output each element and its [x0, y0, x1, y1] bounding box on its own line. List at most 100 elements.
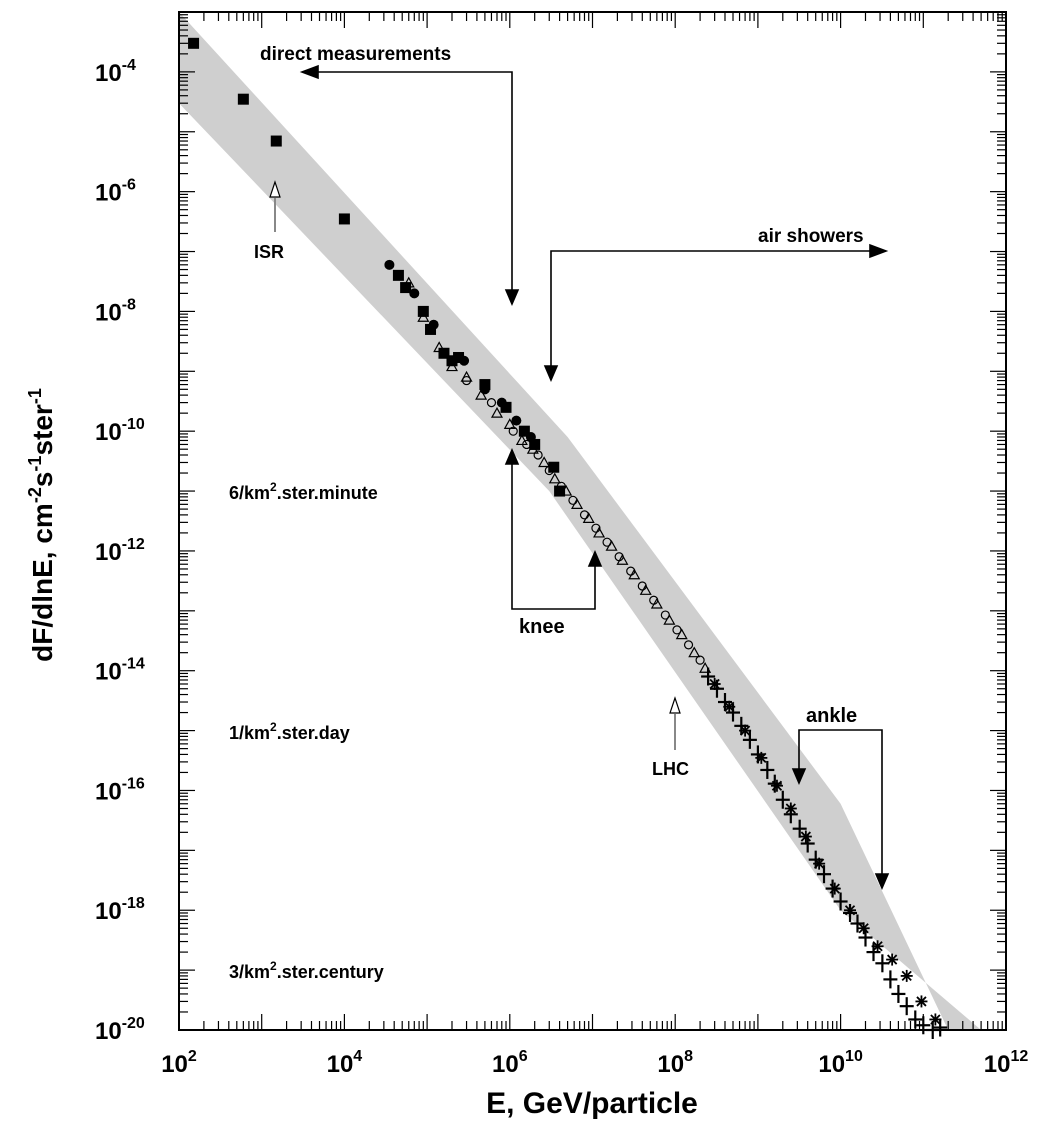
data-point-triangle: [663, 613, 676, 625]
x-tick-label: 1012: [984, 1048, 1029, 1078]
ankle-bracket: [798, 729, 883, 880]
data-point-square: [237, 93, 249, 105]
data-point-cross: [742, 730, 757, 749]
knee-arrowhead-right: [587, 549, 603, 567]
data-point-cross: [916, 1016, 931, 1035]
data-point-star: [886, 953, 899, 966]
air-showers-arrowhead-right: [869, 243, 889, 259]
direct-measurements-label: direct measurements: [260, 44, 451, 65]
data-point-open-circle: [486, 398, 497, 408]
isr-open-arrow: [269, 180, 281, 198]
lhc-label: LHC: [652, 759, 689, 779]
data-point-triangle: [526, 442, 539, 454]
data-point-cross: [908, 1010, 923, 1029]
data-point-star: [900, 969, 913, 982]
data-point-open-circle: [533, 450, 543, 460]
x-tick-labels: 102 104 106 108 1010 1012: [161, 1048, 1028, 1078]
data-point-circle: [479, 384, 490, 395]
data-point-open-circle: [660, 610, 670, 620]
x-tick-label: 108: [657, 1048, 693, 1078]
direct-measurements-bracket: [308, 71, 513, 298]
data-point-square: [438, 347, 450, 359]
data-point-triangle: [538, 456, 551, 468]
data-point-cross: [891, 984, 906, 1003]
data-point-open-circle: [508, 426, 518, 436]
data-point-circle: [525, 431, 536, 442]
data-point-star: [828, 882, 841, 895]
data-point-open-circle: [683, 640, 694, 650]
flux-band-layer: [179, 12, 982, 1030]
x-tick-label: 104: [327, 1048, 363, 1078]
x-axis-label: E, GeV/particle: [486, 1087, 698, 1120]
y-tick-labels: 10-4 10-6 10-8 10-10 10-12 10-14 10-16 10-18 10-…: [95, 57, 145, 1045]
data-point-square: [554, 485, 566, 497]
data-point-star: [871, 940, 884, 953]
knee-bracket: [511, 458, 596, 610]
data-point-circle: [496, 397, 507, 408]
knee-arrowhead-left: [504, 447, 520, 465]
direct-measurements-arrowhead-down: [504, 289, 520, 307]
knee-label: knee: [519, 616, 565, 638]
data-point-open-circle: [637, 581, 647, 591]
data-point-triangle: [675, 628, 688, 640]
data-point-triangle: [582, 512, 595, 523]
data-point-triangle: [433, 341, 446, 353]
data-point-open-circle: [522, 439, 532, 450]
data-point-cross: [899, 997, 914, 1016]
data-point-square: [529, 438, 541, 450]
direct-measurements-arrowhead-left: [299, 64, 319, 80]
x-tick-label: 1010: [818, 1048, 863, 1078]
data-point-star: [844, 904, 857, 917]
data-point-open-circle: [556, 481, 566, 491]
data-point-open-circle: [649, 595, 659, 605]
data-point-open-circle: [461, 375, 472, 386]
ankle-arrowhead-right: [874, 873, 890, 891]
data-point-star: [799, 830, 812, 843]
data-point-square: [338, 213, 350, 225]
data-point-open-circle: [695, 655, 705, 665]
data-point-square: [500, 401, 512, 413]
ankle-arrowhead-left: [791, 768, 807, 786]
data-point-cross: [925, 1021, 940, 1039]
air-showers-arrowhead-down: [543, 365, 559, 383]
data-point-triangle: [515, 434, 528, 446]
y-tick-label: 10-4: [95, 57, 136, 87]
air-showers-bracket: [550, 250, 880, 374]
data-point-open-circle: [626, 566, 636, 576]
data-point-cross: [760, 760, 775, 779]
y-tick-label: 10-10: [95, 416, 145, 446]
data-point-cross: [817, 865, 832, 884]
flux-band: [179, 12, 982, 1030]
data-point-star: [755, 751, 768, 764]
data-point-square: [188, 37, 200, 49]
tick-layer: [178, 12, 1006, 1031]
data-point-cross: [701, 667, 716, 686]
data-point-star: [708, 677, 721, 690]
data-point-circle: [409, 288, 420, 299]
isr-label: ISR: [254, 242, 284, 262]
data-point-open-circle: [579, 510, 590, 520]
data-point-star: [739, 724, 752, 737]
data-point-triangle: [560, 484, 573, 496]
data-point-square: [548, 461, 560, 473]
data-point-open-circle: [614, 552, 624, 562]
data-point-circle: [428, 319, 439, 330]
data-point-open-circle: [568, 495, 578, 505]
data-point-square: [270, 135, 282, 147]
data-point-triangle: [417, 310, 430, 322]
data-point-cross: [858, 928, 873, 947]
data-point-circle: [459, 355, 470, 366]
data-point-cross: [933, 1018, 948, 1037]
y-axis-label: dF/dlnE, cm-2s-1ster-1: [25, 388, 58, 662]
x-tick-label: 106: [492, 1048, 528, 1078]
data-point-circle: [511, 415, 522, 426]
y-tick-label: 10-20: [95, 1015, 145, 1045]
data-point-star: [770, 779, 783, 792]
data-point-star: [929, 1013, 942, 1026]
rate-label-minute: 6/km2.ster.minute: [229, 480, 378, 503]
data-point-circle: [384, 259, 395, 270]
data-point-cross: [875, 954, 890, 973]
data-point-cross: [850, 914, 865, 933]
data-point-square: [400, 282, 412, 294]
data-point-star: [723, 700, 736, 713]
